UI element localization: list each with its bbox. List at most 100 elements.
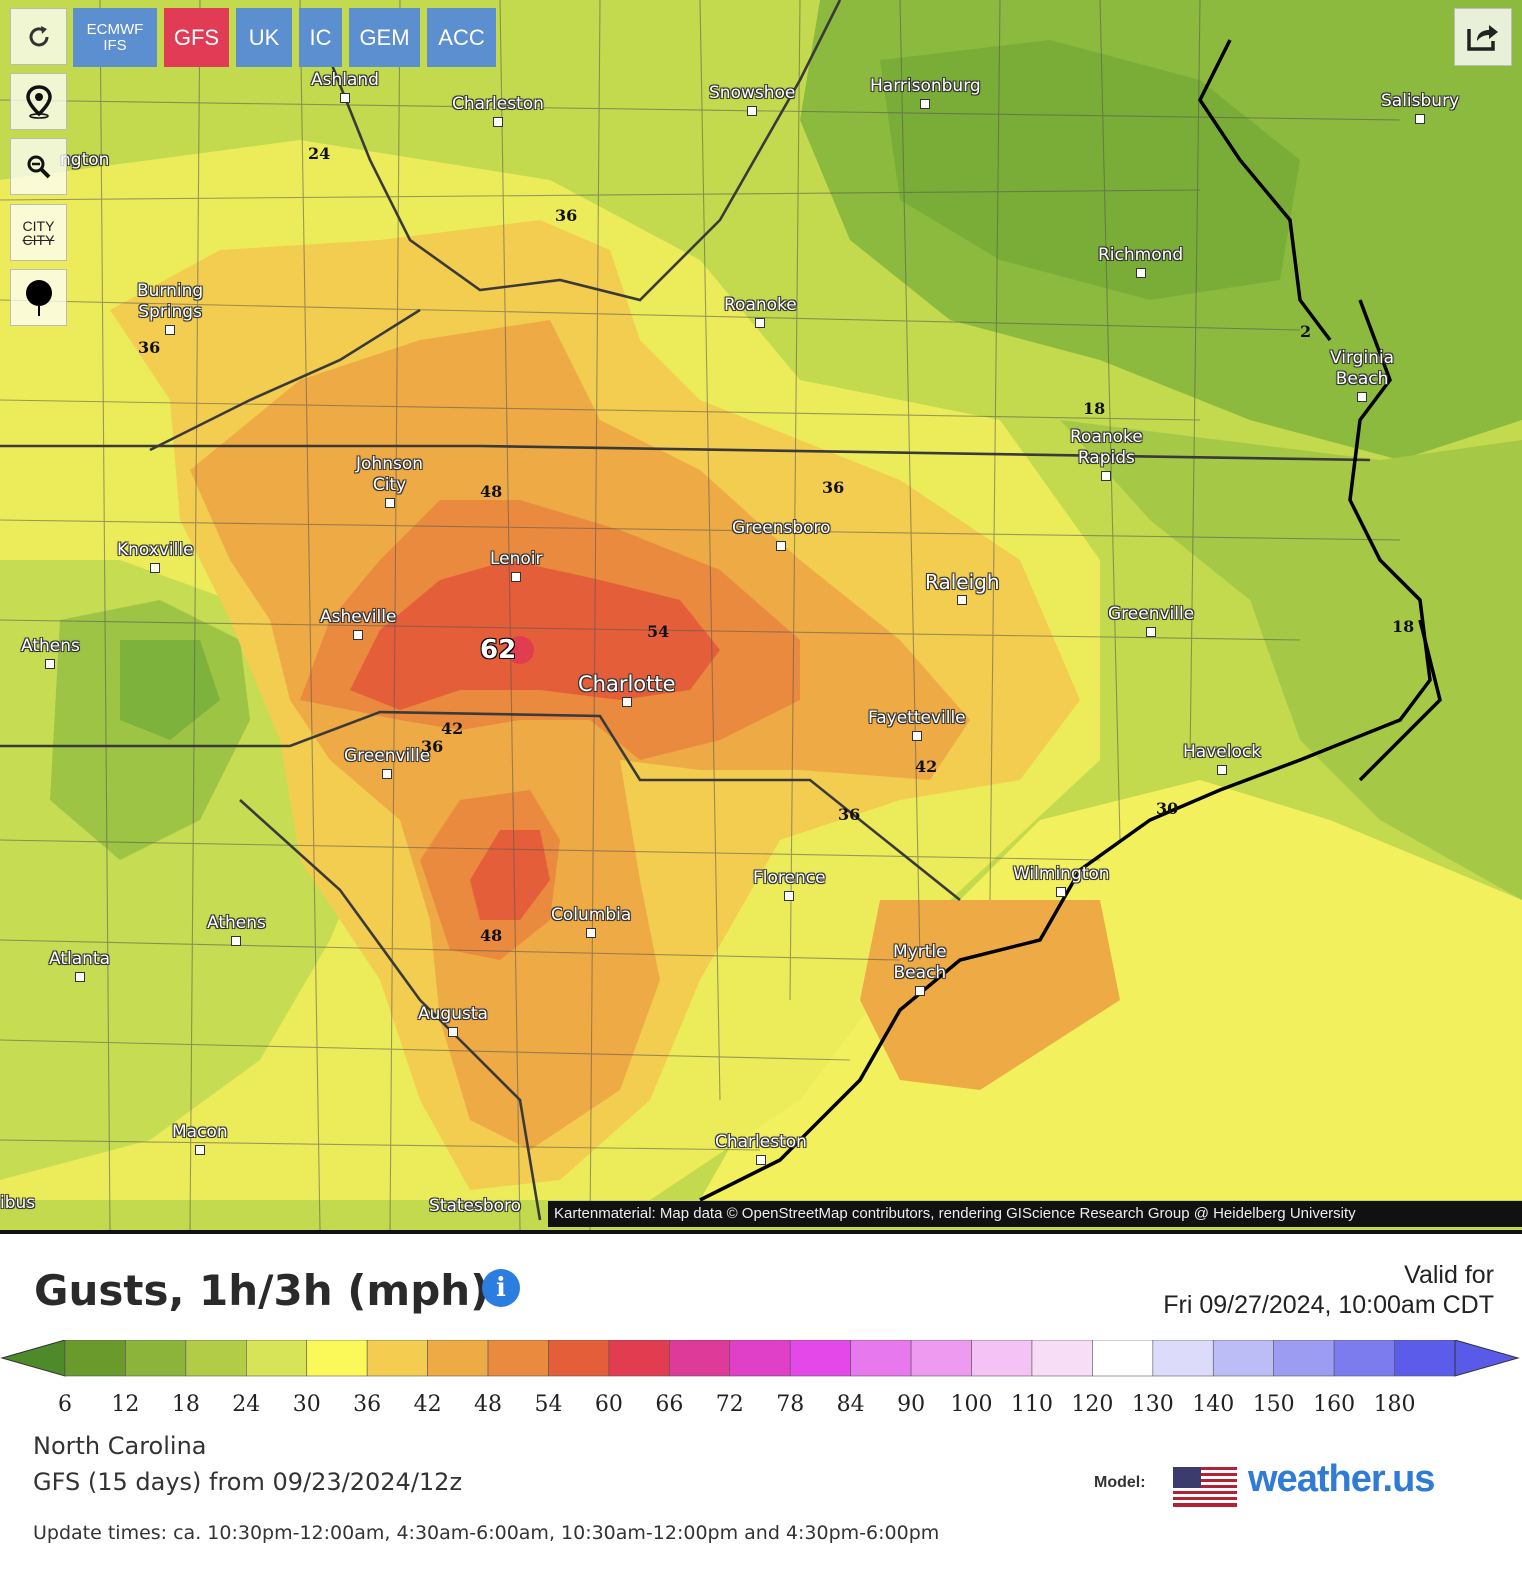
legend-tick-label: 66: [655, 1392, 684, 1417]
isoline-label: 36: [138, 338, 161, 357]
legend-tick-label: 120: [1071, 1392, 1114, 1417]
map-attribution: Kartenmaterial: Map data © OpenStreetMap…: [548, 1201, 1522, 1227]
city-label: Charlotte: [578, 674, 676, 707]
map-title: Gusts, 1h/3h (mph): [34, 1266, 490, 1315]
city-label: Knoxville: [117, 540, 194, 573]
legend-tick-label: 12: [111, 1392, 140, 1417]
valid-time-block: Valid for Fri 09/27/2024, 10:00am CDT: [1163, 1260, 1494, 1320]
share-icon: [1467, 25, 1498, 51]
isoline-label: 18: [1083, 399, 1106, 418]
legend-swatch: [729, 1340, 791, 1377]
city-label: Fayetteville: [868, 708, 966, 741]
city-label: Athens: [21, 636, 80, 669]
legend-swatch: [850, 1340, 912, 1377]
refresh-icon: [29, 25, 48, 46]
model-button-gem[interactable]: GEM: [349, 8, 420, 67]
model-button-acc[interactable]: ACC: [427, 8, 496, 67]
valid-time: Fri 09/27/2024, 10:00am CDT: [1163, 1291, 1494, 1319]
city-label: Snowshoe: [709, 83, 795, 116]
isoline-label: 54: [647, 622, 670, 641]
marker-button[interactable]: [10, 269, 67, 326]
model-button-uk[interactable]: UK: [236, 8, 292, 67]
city-label: Greenville: [344, 746, 430, 779]
legend-swatch: [487, 1340, 549, 1377]
legend-tick-label: 30: [292, 1392, 321, 1417]
city-label: Ashland: [311, 70, 379, 103]
balloon-marker-icon: [25, 279, 52, 316]
city-label: Florence: [753, 868, 826, 901]
legend-swatch: [1152, 1340, 1214, 1377]
city-label: Harrisonburg: [870, 76, 981, 109]
isoline-label: 48: [480, 926, 503, 945]
valid-label: Valid for: [1404, 1261, 1494, 1289]
isoline-label: 18: [1392, 617, 1415, 636]
model-run-info: GFS (15 days) from 09/23/2024/12z: [33, 1468, 463, 1496]
zoom-out-icon: [27, 155, 50, 178]
model-button-gfs[interactable]: GFS: [164, 8, 229, 67]
location-pin-icon: [25, 84, 52, 119]
legend-swatch: [246, 1340, 308, 1377]
legend-tick-label: 110: [1010, 1392, 1053, 1417]
legend-swatch: [366, 1340, 428, 1377]
city-label: Greenville: [1108, 604, 1194, 637]
legend-swatch: [1212, 1340, 1274, 1377]
map-fields: [0, 0, 1522, 1231]
legend-swatch: [185, 1340, 247, 1377]
legend-tick-label: 54: [534, 1392, 563, 1417]
city-toggle-label: CITY: [22, 217, 55, 234]
model-button-ecmwf[interactable]: ECMWF IFS: [73, 8, 157, 67]
region-name: North Carolina: [33, 1432, 207, 1460]
legend-swatch: [1031, 1340, 1093, 1377]
isoline-label: 36: [555, 206, 578, 225]
isoline-label: 30: [1156, 799, 1179, 818]
model-label: Model:: [1094, 1474, 1146, 1491]
legend-tick-label: 24: [232, 1392, 261, 1417]
legend-tick-label: 140: [1192, 1392, 1235, 1417]
map-bottom-border: [0, 1230, 1522, 1234]
legend-tick-label: 90: [897, 1392, 926, 1417]
legend-tick-label: 48: [474, 1392, 503, 1417]
weather-map[interactable]: Ashland Charleston Snowshoe Harrisonburg…: [0, 0, 1522, 1234]
city-toggle-label-struck: CITY: [22, 231, 55, 248]
legend-tick-label: 78: [776, 1392, 805, 1417]
city-label: Charleston: [452, 94, 544, 127]
isoline-label: 42: [915, 757, 938, 776]
legend-swatch: [971, 1340, 1033, 1377]
legend-arrow-right: [1454, 1340, 1520, 1377]
legend-swatch: [910, 1340, 972, 1377]
legend-arrow-left: [0, 1340, 66, 1377]
legend-tick-label: 160: [1313, 1392, 1356, 1417]
city-label: Virginia Beach: [1330, 348, 1394, 402]
city-label: Roanoke: [724, 295, 797, 328]
city-label: ibus: [0, 1193, 36, 1213]
city-label: Asheville: [320, 607, 396, 640]
brand-logo[interactable]: weather.us: [1248, 1458, 1435, 1500]
us-flag-icon: [1173, 1467, 1237, 1507]
isoline-label: 24: [308, 144, 331, 163]
city-label: ngton: [60, 150, 110, 170]
refresh-button[interactable]: [10, 8, 67, 65]
city-label: Athens: [207, 913, 266, 946]
legend-swatch: [1333, 1340, 1395, 1377]
legend-tick-label: 150: [1252, 1392, 1295, 1417]
legend-tick-label: 130: [1131, 1392, 1174, 1417]
update-times: Update times: ca. 10:30pm-12:00am, 4:30a…: [33, 1522, 940, 1544]
legend-swatch: [789, 1340, 851, 1377]
isoline-label: 36: [421, 737, 444, 756]
legend-swatch: [125, 1340, 187, 1377]
model-button-ic[interactable]: IC: [299, 8, 342, 67]
info-icon[interactable]: i: [482, 1269, 520, 1307]
city-toggle-button[interactable]: CITY CITY: [10, 204, 67, 261]
isoline-label: 42: [441, 719, 464, 738]
legend-swatch: [548, 1340, 610, 1377]
city-label: Greensboro: [732, 518, 831, 551]
legend-swatch: [306, 1340, 368, 1377]
city-label: Myrtle Beach: [893, 942, 947, 996]
city-label: Salisbury: [1381, 91, 1459, 124]
isoline-label: 36: [822, 478, 845, 497]
share-button[interactable]: [1454, 8, 1512, 66]
location-button[interactable]: [10, 73, 67, 130]
legend-swatch: [64, 1340, 126, 1377]
zoom-out-button[interactable]: [10, 138, 67, 195]
legend-tick-label: 36: [353, 1392, 382, 1417]
